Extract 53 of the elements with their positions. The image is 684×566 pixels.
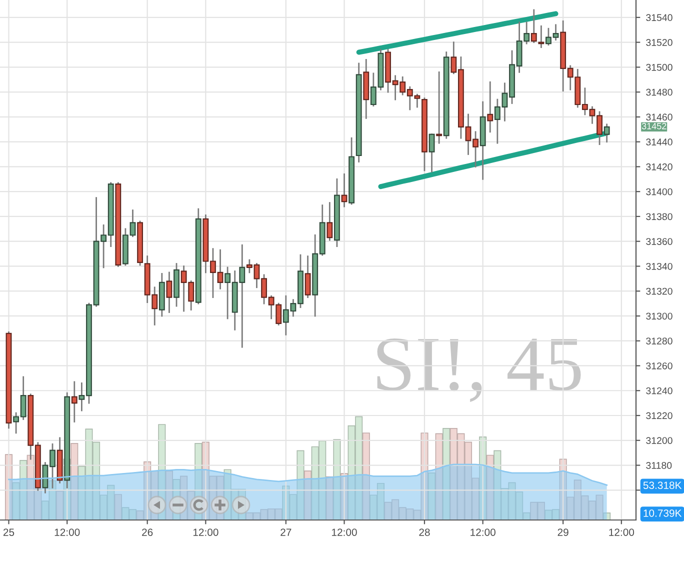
y-tick-label: 31300	[646, 312, 672, 320]
bar	[56, 490, 64, 520]
x-tick-label: 12:00	[332, 528, 357, 536]
candlestick	[304, 256, 311, 298]
y2-tick-label: 10.739K	[644, 509, 682, 517]
y-tick-label: 31340	[646, 262, 672, 270]
y-tick-label: 31440	[646, 138, 672, 146]
candlestick	[538, 25, 544, 48]
x-tick-label: 25	[3, 528, 14, 536]
y-tick-label: 31480	[646, 88, 672, 96]
bar	[428, 472, 436, 520]
y-tick-label: 31220	[646, 412, 672, 420]
x-tick-label: 12:00	[609, 528, 634, 536]
bar	[333, 439, 341, 520]
candlestick	[604, 124, 610, 143]
y-tick-label: 31260	[646, 362, 672, 370]
y-tick-label: 31500	[646, 64, 672, 71]
y-tick-label: 31400	[646, 188, 672, 196]
y-tick-label: 31380	[646, 213, 672, 220]
y-tick-label: 31540	[646, 14, 672, 22]
x-tick-label: 12:00	[193, 528, 218, 536]
bar	[442, 428, 450, 520]
candlestick	[166, 272, 172, 313]
candlestick	[71, 381, 78, 422]
bar	[304, 470, 312, 520]
y-tick-label: 31280	[646, 338, 672, 344]
y-tick-label: 31460	[646, 114, 672, 121]
y-tick-label: 31360	[646, 238, 672, 245]
bar	[70, 443, 78, 520]
y-tick-label: 31320	[646, 288, 672, 295]
y-tick-label: 31240	[646, 387, 672, 394]
candlestick	[341, 173, 348, 208]
candlestick	[436, 71, 442, 144]
y-tick-label: 31420	[646, 163, 672, 170]
y-tick-label: 31520	[646, 39, 672, 46]
x-tick-label: 27	[280, 528, 292, 536]
text: SI!, 45	[377, 338, 581, 402]
bar	[603, 512, 611, 520]
y2-tick-label: 53.318K	[643, 482, 682, 489]
text: 31452	[642, 122, 666, 130]
x-tick-label: 12:00	[54, 528, 80, 536]
bar	[362, 432, 370, 520]
x-tick-label: 26	[142, 528, 153, 536]
candlestick	[428, 134, 435, 172]
x-tick-label: 29	[558, 528, 568, 536]
x-tick-label: 28	[419, 528, 430, 536]
x-tick-label: 12:00	[470, 528, 496, 536]
candlestick	[326, 202, 333, 241]
candlestick	[530, 9, 537, 43]
bar	[114, 494, 122, 520]
y-tick-label: 31180	[646, 462, 672, 469]
y-tick-label: 31200	[646, 437, 672, 444]
candlestick	[487, 81, 494, 133]
